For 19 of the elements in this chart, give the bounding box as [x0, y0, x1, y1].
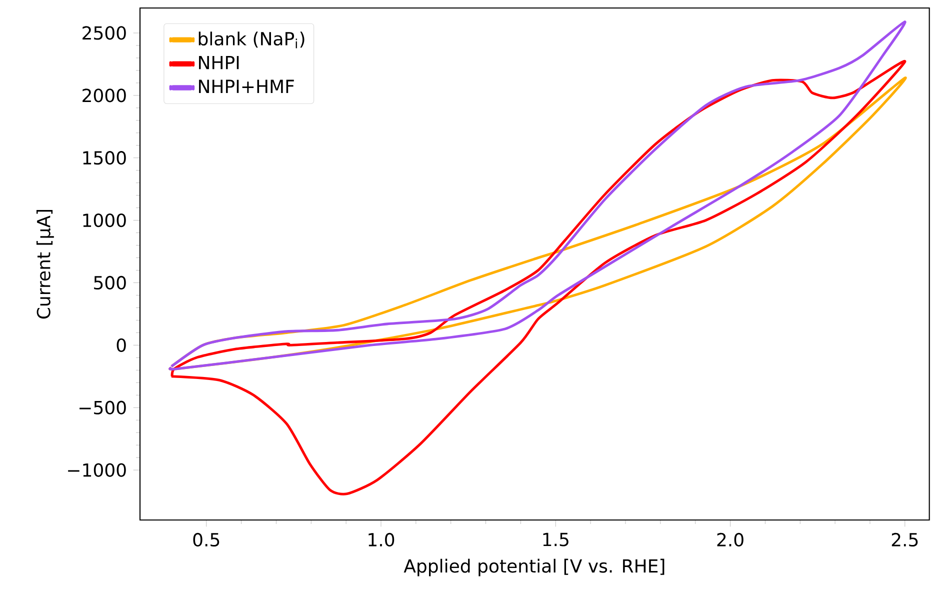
y-tick-label: 2500 [82, 26, 126, 40]
y-tick-label: 1500 [83, 151, 126, 165]
y-tick-label: 2000 [82, 88, 126, 102]
legend-label: NHPI+HMF [199, 80, 294, 93]
x-tick-label: 2.0 [717, 532, 744, 547]
x-tick-label: 1.0 [368, 532, 394, 547]
y-tick-label: 500 [94, 276, 126, 290]
line-series [170, 20, 906, 370]
legend-label: blank (NaP$_{i}$) [198, 32, 304, 48]
y-axis-title: Current [µA] [36, 210, 54, 319]
y-tick-label: −500 [80, 400, 126, 414]
y-tick-label: 1000 [83, 213, 126, 228]
legend-label: NHPI [199, 56, 239, 70]
x-tick-label: 1.5 [543, 532, 568, 546]
x-axis-title: Applied potential [V vs. RHE] [404, 558, 664, 576]
y-tick-label: −1000 [68, 463, 126, 477]
x-tick-label: 2.5 [892, 532, 918, 547]
y-tick-label: 0 [116, 338, 126, 352]
x-tick-label: 0.5 [193, 532, 220, 547]
